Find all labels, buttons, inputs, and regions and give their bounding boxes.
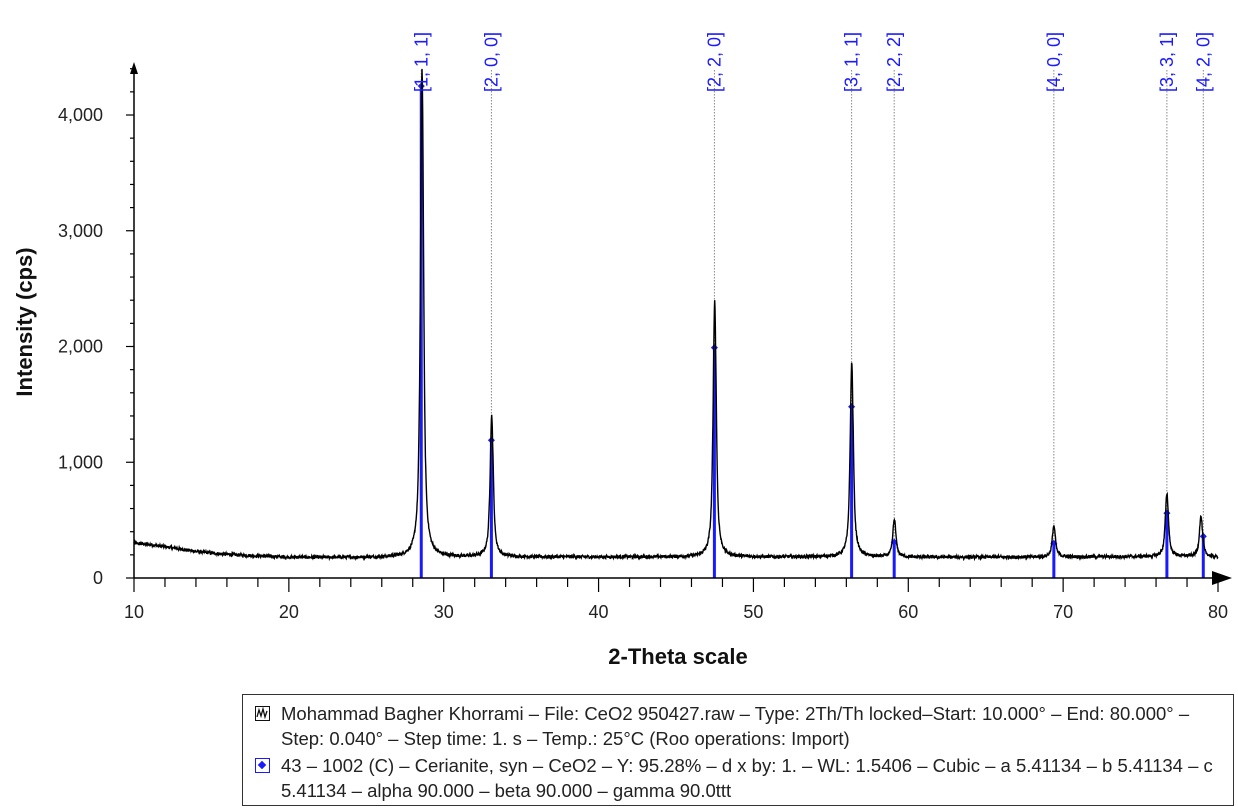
hkl-label: [2, 0, 0] (481, 32, 501, 92)
y-tick-label: 0 (93, 568, 103, 588)
hkl-label: [2, 2, 2] (884, 32, 904, 92)
hkl-label: [3, 1, 1] (842, 32, 862, 92)
reference-marker (1163, 509, 1171, 517)
x-axis-title: 2-Theta scale (608, 644, 747, 669)
y-tick-label: 4,000 (58, 105, 103, 125)
hkl-labels: [1, 1, 1] [2, 0, 0] [2, 2, 0] [3, 1, 1] [2, … (411, 32, 1213, 92)
diffraction-pattern (133, 68, 1219, 562)
y-tick-label: 2,000 (58, 337, 103, 357)
hkl-label: [4, 0, 0] (1044, 32, 1064, 92)
y-tick-label: 3,000 (58, 221, 103, 241)
legend-pattern-text: Mohammad Bagher Khorrami – File: CeO2 95… (281, 703, 1190, 749)
hkl-label: [1, 1, 1] (411, 32, 431, 92)
y-tick-label: 1,000 (58, 452, 103, 472)
x-tick-label: 10 (124, 602, 144, 622)
reference-marker (848, 403, 856, 411)
hkl-label: [2, 2, 0] (704, 32, 724, 92)
x-tick-label: 20 (279, 602, 299, 622)
xrd-chart: 10 20 30 40 50 60 70 80 0 1,000 2,000 3,000 4,000 [1… (12, 32, 1232, 669)
x-axis-arrow (1212, 571, 1232, 585)
reference-sticks (417, 82, 1207, 578)
legend-phase-text: 43 – 1002 (C) – Cerianite, syn – CeO2 – … (281, 755, 1213, 801)
legend-entry-phase: 43 – 1002 (C) – Cerianite, syn – CeO2 – … (255, 753, 1223, 803)
hkl-label: [4, 2, 0] (1193, 32, 1213, 92)
y-axis-title: Intensity (cps) (12, 247, 37, 396)
reference-guide-lines (420, 70, 1204, 578)
x-tick-label: 80 (1208, 602, 1228, 622)
x-tick-label: 60 (898, 602, 918, 622)
phase-legend-icon (255, 758, 270, 773)
pattern-line (133, 68, 1219, 562)
axes: 10 20 30 40 50 60 70 80 0 1,000 2,000 3,000 4,000 (58, 62, 1232, 622)
x-tick-label: 40 (589, 602, 609, 622)
y-axis-arrow (130, 62, 138, 74)
legend: Mohammad Bagher Khorrami – File: CeO2 95… (242, 694, 1234, 806)
hkl-label: [3, 3, 1] (1157, 32, 1177, 92)
x-tick-label: 30 (434, 602, 454, 622)
x-tick-label: 70 (1053, 602, 1073, 622)
pattern-legend-icon (255, 706, 270, 721)
legend-entry-pattern: Mohammad Bagher Khorrami – File: CeO2 95… (255, 701, 1223, 751)
x-tick-label: 50 (743, 602, 763, 622)
